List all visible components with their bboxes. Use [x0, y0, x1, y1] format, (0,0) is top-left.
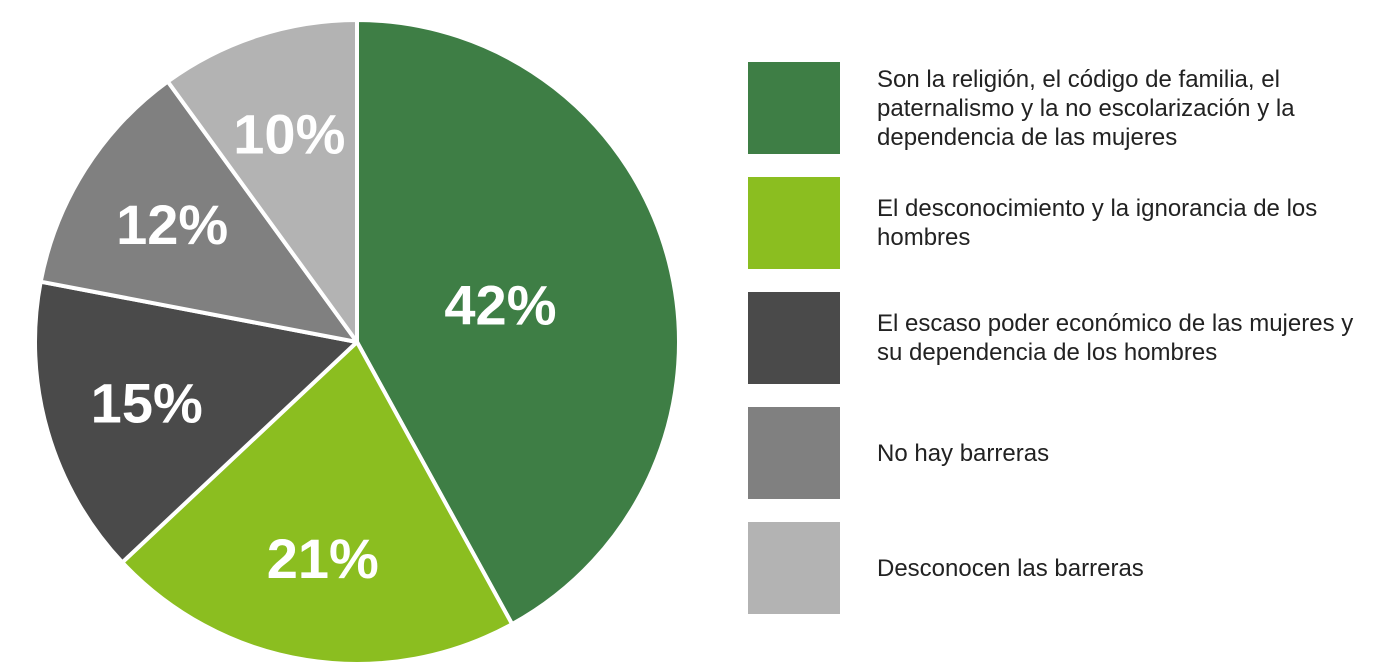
pie-slice	[38, 79, 359, 344]
legend-item: El desconocimiento y la ignorancia de lo…	[748, 177, 1367, 269]
legend-item: No hay barreras	[748, 407, 1367, 499]
chart: 42% 21% 15% 12%10%	[33, 18, 681, 666]
legend-swatch	[748, 407, 840, 499]
legend-item: Son la religión, el código de familia, e…	[748, 62, 1367, 154]
legend-label: El escaso poder económico de las mujeres…	[877, 310, 1354, 366]
slice-label: 12%	[116, 193, 228, 256]
slice-label: 15%	[91, 372, 203, 435]
legend-swatch	[748, 522, 840, 614]
legend-label: El desconocimiento y la ignorancia de lo…	[877, 195, 1318, 251]
legend-item: El escaso poder económico de las mujeres…	[748, 292, 1367, 384]
slice-label: 10%	[233, 102, 345, 165]
legend-swatch	[748, 177, 840, 269]
pie-slice	[355, 18, 681, 627]
legend-label: No hay barreras	[877, 439, 1050, 467]
legend-label: Son la religión, el código de familia, e…	[877, 65, 1295, 151]
slice-label: 42%	[444, 274, 556, 337]
pie-slice	[165, 18, 359, 344]
slice-label: 21%	[267, 527, 379, 590]
pie-slice	[120, 340, 515, 666]
pie-slice	[33, 279, 359, 565]
legend-item: Desconocen las barreras	[748, 522, 1367, 614]
legend-swatch	[748, 292, 840, 384]
legend-swatch	[748, 62, 840, 154]
legend-label: Desconocen las barreras	[877, 554, 1144, 582]
